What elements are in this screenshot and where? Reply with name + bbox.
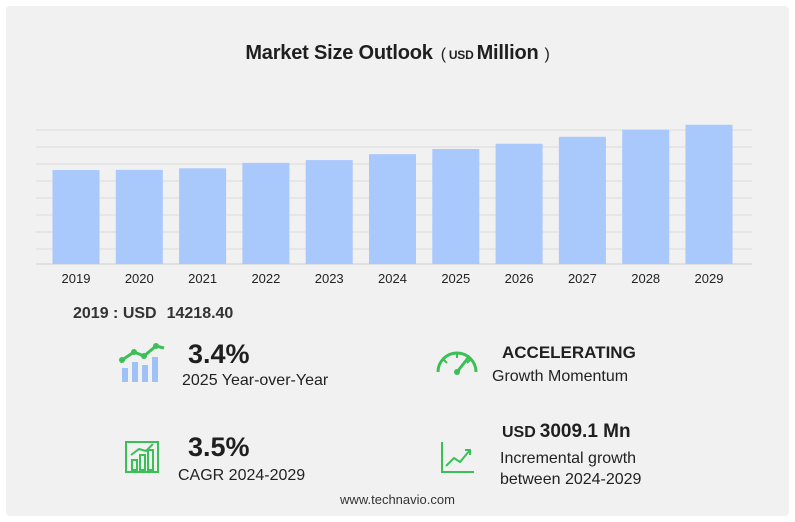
x-tick-label-2024: 2024 [378, 271, 407, 286]
cagr-label: CAGR 2024-2029 [178, 467, 306, 484]
bar-2025 [432, 149, 480, 264]
bar-chart: 2019 2020 2021 2022 2023 2024 2025 2026 2027 2028… [36, 124, 752, 286]
x-tick-label-2027: 2027 [568, 271, 597, 286]
bar-2023 [305, 160, 353, 264]
bar-2027 [558, 136, 606, 264]
base-year-amount: 14218.40 [166, 305, 234, 322]
bar-chart-icon [125, 441, 159, 473]
x-tick-label-2029: 2029 [695, 271, 724, 286]
x-tick-label-2019: 2019 [62, 271, 91, 286]
bar-2020 [115, 169, 163, 264]
growth-chart-icon [119, 343, 165, 382]
title-million: Million [476, 42, 539, 64]
x-tick-label-2022: 2022 [251, 271, 280, 286]
x-tick-label-2028: 2028 [631, 271, 660, 286]
title-paren-close: ) [544, 46, 550, 63]
incremental-amount: 3009.1 Mn [539, 421, 631, 442]
base-year-value: 2019 : USD 14218.40 [73, 305, 233, 323]
bar-2026 [495, 143, 543, 264]
incremental-line1: Incremental growth [500, 450, 637, 467]
bar-2022 [242, 162, 290, 264]
yoy-label: 2025 Year-over-Year [182, 372, 329, 389]
yoy-value: 3.4% [188, 339, 250, 369]
cagr-value: 3.5% [188, 432, 250, 462]
base-year-label: 2019 : USD [73, 305, 157, 322]
footer-url: www.technavio.com [340, 492, 455, 507]
bar-2029 [685, 124, 733, 264]
bar-2024 [369, 154, 416, 264]
title-main: Market Size Outlook [245, 42, 433, 64]
bar-2019 [52, 170, 100, 264]
bar-2028 [622, 129, 670, 264]
title-paren-open: ( [440, 46, 446, 63]
x-tick-label-2023: 2023 [315, 271, 344, 286]
incremental-line2: between 2024-2029 [500, 471, 642, 488]
x-tick-label-2021: 2021 [188, 271, 217, 286]
trend-line-icon [441, 442, 474, 473]
momentum-label: Growth Momentum [492, 368, 629, 385]
momentum-title: ACCELERATING [502, 343, 636, 362]
chart-title: Market Size Outlook (USD Million) [0, 42, 795, 65]
incremental-prefix: USD [502, 424, 536, 441]
speedometer-icon [436, 351, 478, 375]
title-unit: USD [448, 48, 474, 62]
x-tick-label-2020: 2020 [125, 271, 154, 286]
bar-2021 [179, 168, 227, 264]
x-tick-label-2025: 2025 [441, 271, 470, 286]
incremental-value: USD 3009.1 Mn [502, 421, 631, 443]
x-tick-label-2026: 2026 [505, 271, 534, 286]
